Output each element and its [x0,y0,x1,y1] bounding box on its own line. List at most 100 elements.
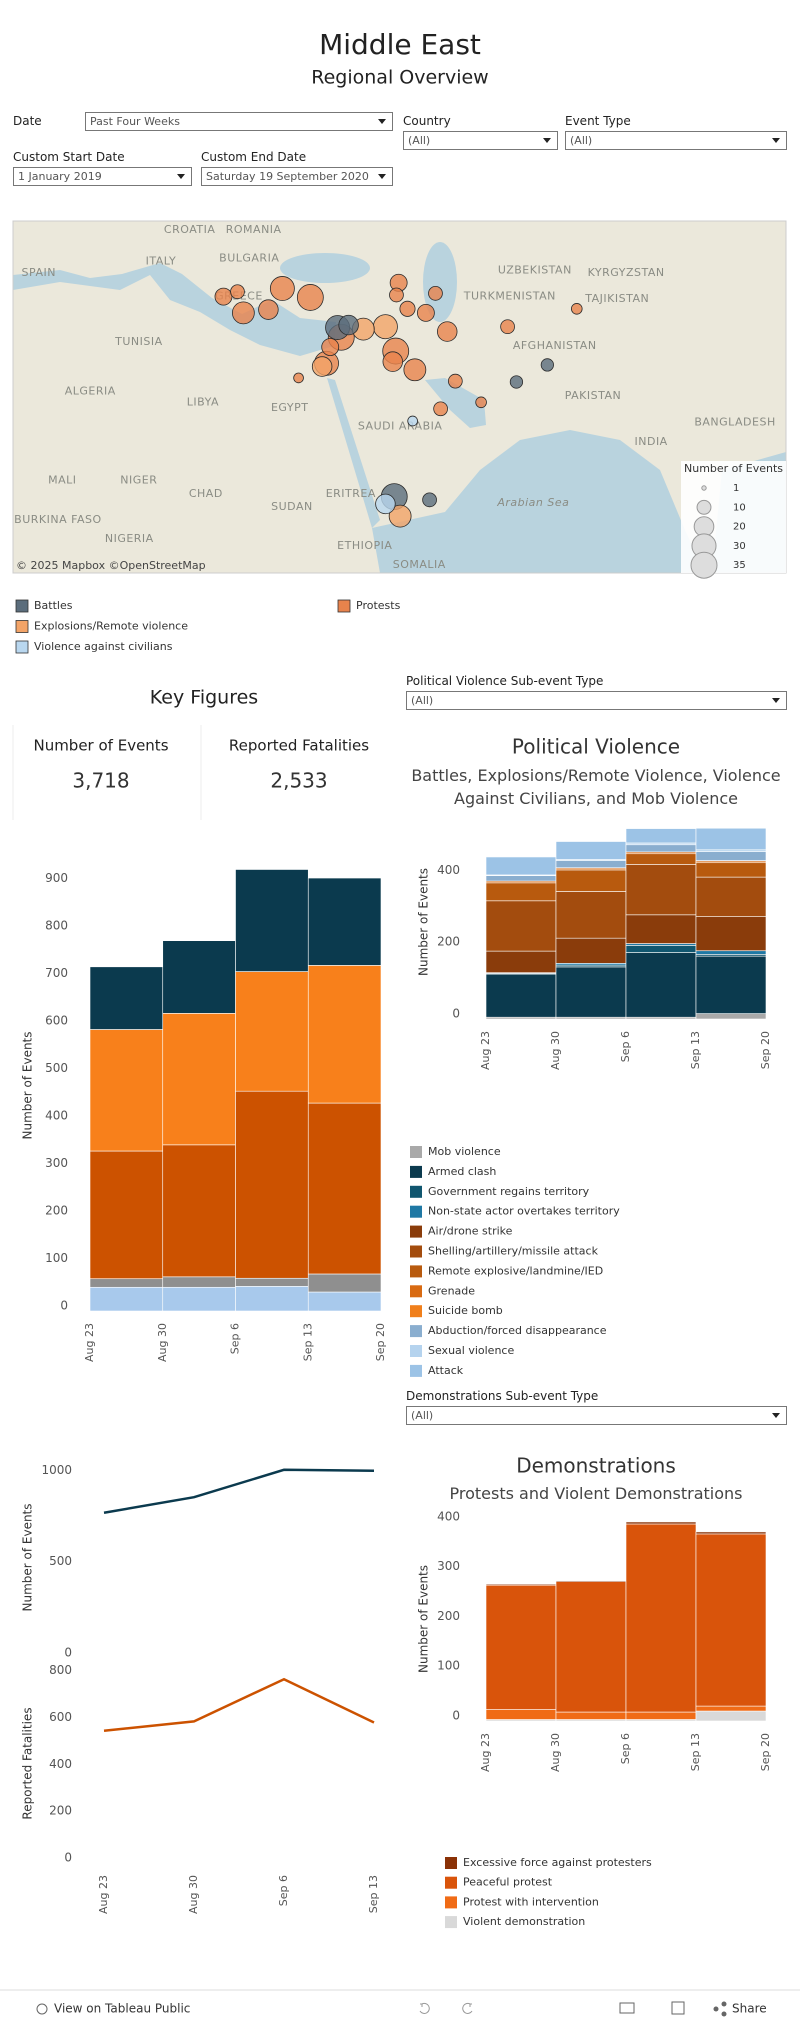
filter-dropdown[interactable]: (All) [565,131,787,150]
bar-segment [162,1013,236,1146]
undo-icon[interactable] [419,2002,430,2014]
legend-label: Government regains territory [428,1185,590,1198]
event-bubble [428,286,443,301]
legend-label: Violence against civilians [34,640,173,653]
x-tick-label: Sep 13 [301,1323,314,1361]
bar-segment [695,955,767,1014]
share-icon[interactable] [721,2001,727,2007]
legend-swatch [445,1896,457,1909]
x-tick-label: Aug 23 [97,1875,110,1914]
legend-swatch [410,1245,422,1258]
bar-segment [89,1278,164,1288]
bar-segment [625,1523,697,1713]
event-bubble [433,401,448,417]
country-label: ERITREA [326,487,376,500]
bar-segment [485,875,557,882]
country-label: KYRGYZSTAN [588,266,665,279]
x-tick-label: Aug 23 [479,1031,492,1070]
bar-segment [89,966,164,1030]
legend-swatch [445,1857,457,1869]
bar-segment [625,864,697,916]
event-bubble [296,284,324,311]
country-label: UZBEKISTAN [498,264,572,277]
y-tick-label: 800 [45,919,68,933]
country-label: ALGERIA [65,385,116,398]
redo-icon[interactable] [462,2002,473,2014]
footer-link[interactable]: View on Tableau Public [54,2002,190,2016]
bar-segment [485,950,557,973]
x-tick-label: Aug 30 [549,1031,562,1070]
map: CROATIAROMANIAITALYBULGARIASPAINGREECEUZ… [13,221,786,573]
legend-label: Sexual violence [428,1344,514,1357]
y-tick-label: 1000 [41,1463,72,1477]
legend-swatch [410,1205,422,1218]
x-tick-label: Sep 20 [759,1031,772,1069]
event-bubble [321,338,340,356]
country-label: ITALY [146,255,177,268]
map-attribution: © 2025 Mapbox ©OpenStreetMap [16,559,206,572]
share-button[interactable]: Share [732,2002,767,2016]
country-label: CHAD [189,487,223,500]
event-bubble [447,373,463,389]
x-tick-label: Sep 6 [277,1875,290,1906]
y-tick-label: 400 [45,1109,68,1123]
bar-segment [235,971,309,1092]
kpi-value: 2,533 [270,769,327,793]
filter-dropdown[interactable]: (All) [406,691,787,710]
filter-label: Custom Start Date [13,150,125,164]
bar-segment [695,916,767,952]
y-tick-label: 0 [64,1646,72,1660]
size-legend-circle [690,551,718,579]
legend-swatch [15,620,29,633]
event-bubble [399,300,416,317]
legend-label: Violent demonstration [463,1915,585,1928]
x-tick-label: Sep 13 [367,1875,380,1913]
event-bubble [293,372,304,384]
bar-segment [555,1580,627,1582]
bar-segment [307,1102,382,1275]
x-tick-label: Sep 6 [229,1323,242,1354]
bar-segment [625,945,697,953]
y-tick-label: 600 [49,1710,72,1724]
share-icon[interactable] [713,2006,719,2012]
y-axis-label: Number of Events [21,1031,35,1139]
sea [13,263,336,356]
event-bubble [311,356,333,377]
bar-segment [89,1150,164,1280]
filter-dropdown[interactable]: (All) [406,1406,787,1425]
x-tick-label: Aug 30 [156,1323,169,1362]
bar-segment [625,844,697,853]
event-bubble [416,303,435,322]
event-bubble [570,303,583,315]
event-bubble [389,287,404,303]
bar-segment [307,877,382,966]
bar-segment [695,1710,767,1722]
event-bubble [500,319,515,335]
filter-dropdown[interactable]: (All) [403,131,558,150]
country-label: NIGER [120,473,157,486]
filter-dropdown[interactable]: Saturday 19 September 2020 [201,167,393,186]
x-tick-label: Sep 6 [619,1031,632,1062]
event-bubble [375,493,396,515]
share-icon[interactable] [721,2011,727,2017]
y-tick-label: 700 [45,966,68,980]
event-bubble [269,276,295,301]
country-label: SOMALIA [393,558,446,571]
kpi-label: Number of Events [33,737,168,755]
fullscreen-icon[interactable] [671,2001,685,2015]
size-legend-label: 1 [733,483,739,494]
y-tick-label: 900 [45,871,68,885]
bar-segment [235,869,309,972]
event-bubble [437,321,458,342]
legend-swatch [410,1225,422,1238]
bar-segment [485,900,557,952]
event-bubble [230,284,245,300]
filter-dropdown[interactable]: Past Four Weeks [85,112,393,131]
size-legend-title: Number of Events [684,462,783,475]
device-icon[interactable] [619,2002,635,2014]
country-label: ETHIOPIA [337,539,392,552]
x-tick-label: Sep 20 [759,1733,772,1771]
filter-dropdown[interactable]: 1 January 2019 [13,167,192,186]
event-bubble [338,314,359,336]
